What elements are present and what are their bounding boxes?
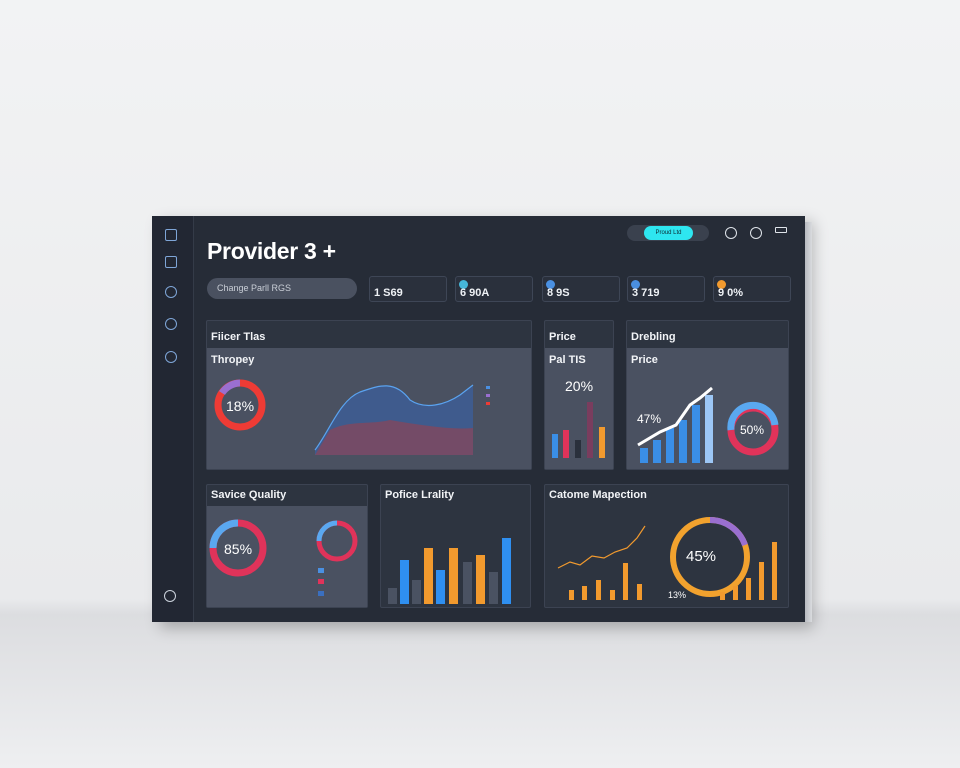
stat-value: 9 0% xyxy=(718,287,744,299)
bar xyxy=(640,448,648,463)
bar xyxy=(720,592,725,600)
stat-value: 3 719 xyxy=(632,287,660,299)
kpi-value: 13% xyxy=(668,590,687,600)
bar-group xyxy=(388,538,511,604)
nav-icon[interactable] xyxy=(165,318,177,330)
bar xyxy=(582,586,587,600)
bar xyxy=(759,562,764,600)
legend-swatch xyxy=(318,591,324,596)
nav-icon[interactable] xyxy=(165,351,177,363)
bar xyxy=(733,586,738,600)
bar xyxy=(692,405,700,463)
bar xyxy=(449,548,458,604)
stat-card: 9 0% xyxy=(713,276,791,302)
bar xyxy=(476,555,485,604)
bar xyxy=(424,548,433,604)
area xyxy=(315,420,473,455)
bar xyxy=(596,580,601,600)
bar xyxy=(563,430,569,458)
donut-segment xyxy=(219,379,241,396)
bar xyxy=(599,427,605,458)
nav-icon[interactable] xyxy=(165,256,177,268)
page-title: Provider 3 + xyxy=(207,238,336,264)
legend-swatch xyxy=(318,579,324,584)
bar xyxy=(653,440,661,463)
legend-swatch xyxy=(486,402,490,405)
bar xyxy=(463,562,472,604)
stat-value: 8 9S xyxy=(547,287,570,299)
bar xyxy=(746,578,751,600)
panel-subtitle: Price xyxy=(631,354,658,366)
settings-icon[interactable] xyxy=(164,590,176,602)
bar xyxy=(623,563,628,600)
stat-dot xyxy=(631,280,640,289)
stat-dot xyxy=(459,280,468,289)
top-icon[interactable] xyxy=(750,227,762,239)
top-icon[interactable] xyxy=(725,227,737,239)
legend-swatch xyxy=(318,568,324,573)
stat-card: 6 90A xyxy=(455,276,533,302)
stat-value: 6 90A xyxy=(460,287,490,299)
screen-edge xyxy=(805,222,812,622)
bar xyxy=(587,402,593,458)
bar xyxy=(400,560,409,604)
panel-subtitle: Pal TIS xyxy=(549,354,586,366)
panel-title: Fiicer Tlas xyxy=(211,331,266,343)
bar xyxy=(489,572,498,604)
stat-card: 3 719 xyxy=(627,276,705,302)
bar xyxy=(569,590,574,600)
bar xyxy=(772,542,777,600)
bar xyxy=(436,570,445,604)
stat-dot xyxy=(717,280,726,289)
donut-segment xyxy=(316,520,338,542)
donut-value: 85% xyxy=(224,541,253,557)
donut-segment xyxy=(727,401,779,431)
bar xyxy=(388,588,397,604)
panel-subtitle: Thropey xyxy=(211,354,255,366)
stat-value: 1 S69 xyxy=(374,287,403,299)
ring-segment xyxy=(709,517,748,547)
panel-title: Price xyxy=(549,331,576,343)
dropdown[interactable]: Change Parll RGS xyxy=(207,278,357,299)
sidebar xyxy=(152,216,194,622)
donut-value: 50% xyxy=(740,423,765,437)
donut-value: 18% xyxy=(226,398,255,414)
bar xyxy=(502,538,511,604)
line xyxy=(557,525,646,569)
kpi-value: 47% xyxy=(637,412,662,426)
line xyxy=(637,386,713,447)
legend-swatch xyxy=(486,386,490,389)
bar xyxy=(637,584,642,600)
panel-title: Catome Mapection xyxy=(549,489,647,501)
menu-icon[interactable] xyxy=(165,229,177,241)
bar xyxy=(575,440,581,458)
panel-title: Savice Quality xyxy=(211,489,287,501)
bar xyxy=(610,590,615,600)
bar xyxy=(705,395,713,463)
bar xyxy=(679,420,687,463)
panel-title: Pofice Lrality xyxy=(385,489,455,501)
bar xyxy=(666,428,674,463)
nav-icon[interactable] xyxy=(165,286,177,298)
primary-button[interactable]: Proud Ltd xyxy=(644,226,693,240)
top-icon[interactable] xyxy=(775,227,787,233)
panel-title: Drebling xyxy=(631,331,676,343)
legend-swatch xyxy=(486,394,490,397)
line xyxy=(314,384,474,451)
ring-value: 45% xyxy=(686,548,717,565)
kpi-value: 20% xyxy=(565,378,594,394)
stat-card: 1 S69 xyxy=(369,276,447,302)
donut-segment xyxy=(209,519,239,549)
stat-card: 8 9S xyxy=(542,276,620,302)
bar xyxy=(552,434,558,458)
stat-dot xyxy=(546,280,555,289)
bar xyxy=(412,580,421,604)
